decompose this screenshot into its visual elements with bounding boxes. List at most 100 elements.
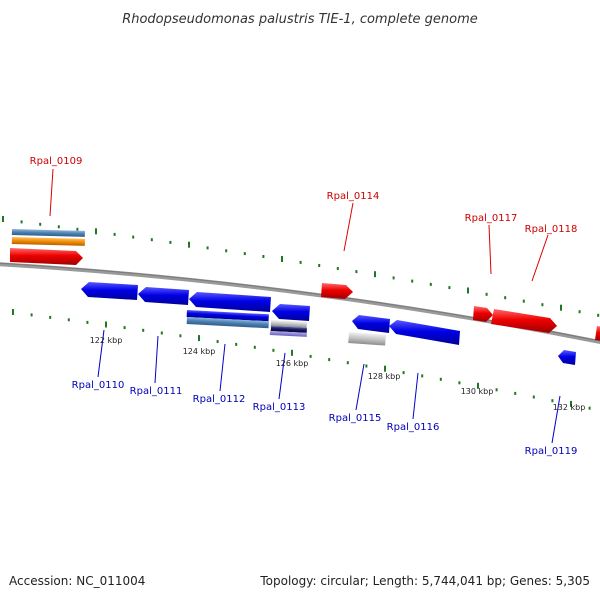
major-tick: [374, 271, 376, 278]
kbp-label: 132 kbp: [553, 403, 586, 412]
minor-tick: [365, 364, 368, 368]
minor-tick: [355, 270, 358, 274]
minor-tick: [243, 252, 246, 256]
gene-arrow-rpal-0118[interactable]: [491, 309, 557, 333]
feature-track-steel-2[interactable]: [186, 317, 269, 329]
feature-track-blue[interactable]: [186, 309, 269, 322]
minor-tick: [67, 318, 70, 322]
feature-track-grey[interactable]: [270, 320, 307, 328]
major-tick: [384, 365, 386, 372]
kbp-label: 122 kbp: [90, 336, 123, 345]
accession-text: Accession: NC_011004: [9, 574, 146, 588]
minor-tick: [318, 264, 321, 267]
major-tick: [188, 241, 190, 248]
map-title: Rhodopseudomonas palustris TIE-1, comple…: [122, 12, 478, 27]
gene-label[interactable]: Rpal_0117: [465, 213, 518, 224]
minor-tick: [160, 331, 163, 335]
gene-arrow-rpal-0119[interactable]: [558, 350, 576, 365]
minor-tick: [299, 260, 302, 264]
minor-tick: [76, 227, 79, 231]
minor-tick: [30, 313, 33, 317]
feature-track-grey-2[interactable]: [348, 331, 386, 346]
minor-tick: [169, 240, 172, 244]
minor-tick: [421, 374, 424, 378]
minor-tick: [578, 310, 581, 314]
label-leader-lines: [49, 168, 561, 444]
major-tick: [467, 287, 469, 294]
gene-label[interactable]: Rpal_0113: [253, 402, 306, 413]
minor-tick: [392, 276, 395, 280]
gene-label[interactable]: Rpal_0116: [387, 422, 440, 433]
reverse-strand-features: [81, 282, 576, 365]
gene-label[interactable]: Rpal_0119: [525, 446, 578, 457]
gene-label[interactable]: Rpal_0118: [525, 224, 578, 235]
minor-tick: [20, 220, 23, 224]
kbp-labels: 122 kbp 124 kbp 126 kbp 128 kbp 130 kbp …: [90, 336, 586, 412]
gene-arrow-rpal-0111[interactable]: [138, 287, 189, 305]
minor-tick: [113, 232, 116, 236]
kbp-label: 126 kbp: [276, 359, 309, 368]
gene-label[interactable]: Rpal_0109: [30, 156, 83, 167]
gene-label[interactable]: Rpal_0114: [327, 191, 380, 202]
gene-label[interactable]: Rpal_0110: [72, 380, 125, 391]
feature-track-orange[interactable]: [11, 237, 85, 246]
minor-tick: [225, 249, 228, 253]
minor-tick: [551, 399, 554, 403]
minor-tick: [123, 326, 126, 330]
minor-tick: [522, 299, 525, 303]
minor-tick: [485, 292, 488, 296]
minor-tick: [336, 267, 339, 270]
major-tick: [95, 228, 97, 235]
genome-summary-text: Topology: circular; Length: 5,744,041 bp…: [260, 574, 590, 588]
major-tick: [2, 216, 4, 222]
gene-label[interactable]: Rpal_0112: [193, 394, 246, 405]
kbp-label: 124 kbp: [183, 347, 216, 356]
minor-tick: [142, 328, 145, 332]
minor-tick: [504, 296, 507, 300]
major-tick: [477, 382, 479, 389]
minor-tick: [150, 238, 153, 242]
minor-tick: [309, 354, 312, 358]
gene-arrow-rpal-0115[interactable]: [352, 315, 390, 333]
major-tick: [291, 349, 293, 356]
minor-tick: [206, 246, 209, 250]
gene-arrow-rpal-0110[interactable]: [81, 282, 138, 300]
gene-arrow-edge-forward[interactable]: [595, 326, 600, 341]
minor-tick: [458, 381, 461, 385]
gene-label[interactable]: Rpal_0111: [130, 386, 183, 397]
gene-arrow-rpal-0113[interactable]: [272, 304, 310, 321]
feature-track-steel[interactable]: [11, 229, 85, 237]
minor-tick: [532, 395, 535, 399]
minor-tick: [439, 377, 442, 381]
minor-tick: [346, 361, 349, 365]
major-tick: [560, 304, 562, 311]
kbp-label: 128 kbp: [368, 372, 401, 381]
gene-labels: Rpal_0109 Rpal_0114 Rpal_0117 Rpal_0118 …: [30, 156, 578, 457]
minor-tick: [541, 303, 544, 307]
feature-track-navy[interactable]: [270, 326, 307, 333]
gene-label[interactable]: Rpal_0115: [329, 413, 382, 424]
minor-tick: [216, 340, 219, 343]
minor-tick: [328, 358, 331, 362]
feature-track-purple[interactable]: [269, 331, 307, 337]
minor-tick: [49, 315, 52, 319]
forward-strand-features: [10, 229, 600, 341]
major-tick: [570, 400, 572, 407]
gene-arrow-rpal-0116[interactable]: [389, 320, 460, 345]
tick-marks: [2, 216, 600, 410]
minor-tick: [57, 225, 60, 229]
major-tick: [198, 335, 200, 342]
minor-tick: [448, 286, 451, 290]
minor-tick: [272, 348, 275, 352]
gene-arrow-rpal-0112[interactable]: [189, 292, 271, 312]
gene-arrow-rpal-0117[interactable]: [473, 306, 493, 322]
minor-tick: [411, 279, 414, 283]
gene-arrow-rpal-0109[interactable]: [10, 248, 83, 265]
minor-tick: [495, 388, 498, 392]
minor-tick: [179, 334, 182, 338]
minor-tick: [514, 391, 517, 395]
minor-tick: [132, 235, 135, 239]
gene-arrow-rpal-0114[interactable]: [321, 283, 353, 299]
minor-tick: [39, 222, 42, 226]
